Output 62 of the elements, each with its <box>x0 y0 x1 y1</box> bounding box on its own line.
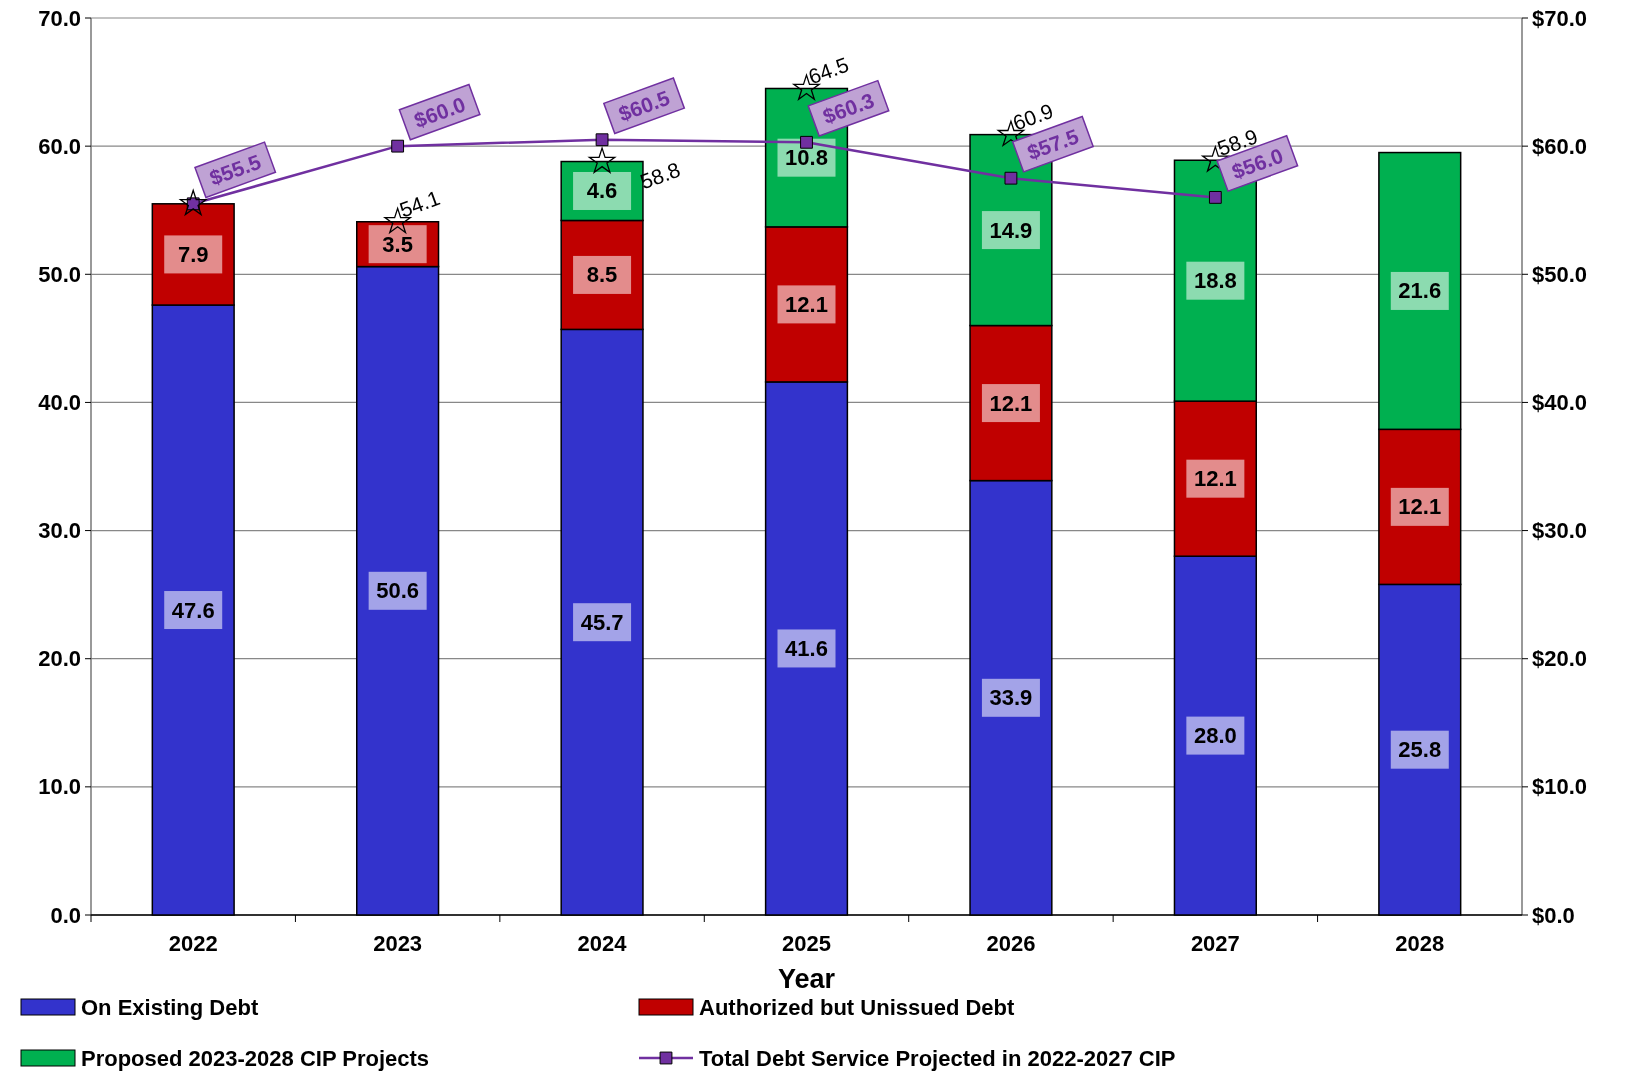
point <box>179 189 207 216</box>
x-tick-label: 2028 <box>1395 931 1445 956</box>
data-label: 50.6 <box>376 578 420 604</box>
y-tick-label: 30.0 <box>38 518 81 544</box>
y-tick-label: 50.0 <box>38 261 81 287</box>
x-tick-label: 2024 <box>577 931 628 956</box>
data-label: 60.9 <box>1009 98 1057 135</box>
data-label: 41.6 <box>785 635 828 661</box>
data-label: 8.5 <box>586 262 618 288</box>
data-label: 14.9 <box>989 217 1033 243</box>
data-label: 3.5 <box>382 231 413 257</box>
legend-label: Authorized but Unissued Debt <box>699 994 1015 1020</box>
point <box>1208 190 1222 204</box>
x-tick-label: 2022 <box>168 931 218 956</box>
data-label: 10.8 <box>785 145 828 171</box>
data-label: 45.7 <box>580 609 624 635</box>
data-label: 18.8 <box>1193 268 1237 294</box>
data-label: 12.1 <box>1193 466 1237 492</box>
legend-label: Total Debt Service Projected in 2022-2027 CIP <box>699 1045 1176 1071</box>
y2-tick-label: $50.0 <box>1532 261 1588 287</box>
y-tick-label: 20.0 <box>38 646 81 672</box>
legend-label: On Existing Debt <box>81 994 259 1020</box>
data-label: 25.8 <box>1398 737 1442 763</box>
data-label: 7.9 <box>177 241 209 267</box>
point <box>588 147 616 173</box>
data-label: 64.5 <box>805 52 852 89</box>
y-tick-label: 10.0 <box>38 774 81 800</box>
data-label: 12.1 <box>785 291 828 317</box>
x-tick-label: 2023 <box>373 931 423 956</box>
data-label: 12.1 <box>1398 494 1442 520</box>
data-label: 47.6 <box>171 597 215 623</box>
y2-tick-label: $30.0 <box>1532 518 1588 544</box>
y2-tick-label: $60.0 <box>1532 133 1588 159</box>
data-label: 4.6 <box>586 178 618 204</box>
data-label: $60.3 <box>819 88 878 129</box>
x-axis-title: Year <box>777 964 836 994</box>
x-tick-label: 2026 <box>986 931 1036 956</box>
y-tick-label: 0.0 <box>50 902 81 928</box>
data-label: 33.9 <box>989 685 1033 711</box>
data-label: $60.0 <box>411 92 469 132</box>
data-label: 28.0 <box>1193 723 1237 749</box>
point <box>1004 171 1018 185</box>
y2-tick-label: $10.0 <box>1532 774 1588 800</box>
y2-tick-label: $0.0 <box>1532 902 1575 928</box>
legend-label: Proposed 2023-2028 CIP Projects <box>81 1045 430 1071</box>
data-label: 21.6 <box>1398 278 1442 304</box>
x-tick-label: 2027 <box>1190 931 1240 956</box>
x-tick-label: 2025 <box>782 931 831 956</box>
data-label: 58.8 <box>636 157 684 194</box>
data-label: 54.1 <box>396 185 443 222</box>
y-tick-label: 70.0 <box>38 5 81 31</box>
data-label: $55.5 <box>206 149 265 190</box>
point <box>391 139 405 153</box>
y2-tick-label: $70.0 <box>1532 5 1588 31</box>
y2-tick-label: $40.0 <box>1532 389 1588 415</box>
data-label: $60.5 <box>615 85 673 126</box>
y2-tick-label: $20.0 <box>1532 646 1588 672</box>
y-tick-label: 60.0 <box>38 133 81 159</box>
point <box>595 133 609 147</box>
point <box>800 135 813 149</box>
data-label: 12.1 <box>989 390 1033 416</box>
y-tick-label: 40.0 <box>38 389 81 415</box>
